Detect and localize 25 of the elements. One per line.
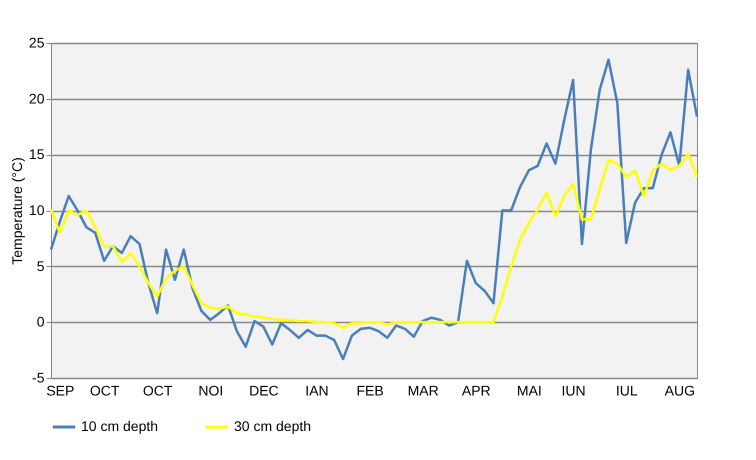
y-tick-label: 10 [28,202,45,218]
y-tick-label: 0 [36,314,45,330]
legend-label: 30 cm depth [234,418,312,434]
y-axis-title: Temperature (°C) [8,157,25,265]
y-tick-label: 15 [28,146,45,162]
legend-label: 10 cm depth [81,418,158,434]
y-tick-label: 20 [28,90,45,106]
x-tick-label: MAI [516,382,542,398]
y-tick-label: 25 [28,34,45,50]
x-tick-label: NOI [198,382,224,398]
x-tick-label: IUN [562,382,586,398]
x-tick-label: FEB [356,382,384,398]
x-tick-label: AUG [664,382,695,398]
x-tick-label: DEC [249,382,279,398]
x-tick-label: SEP [46,382,74,398]
x-tick-label: OCT [142,382,173,398]
line-series [50,152,698,329]
y-tick-label: -5 [32,370,45,386]
x-tick-label: OCT [90,382,120,398]
x-tick-label: IUL [616,382,638,398]
x-tick-label: APR [462,382,491,398]
line-series [50,58,698,360]
x-tick-label: IAN [305,382,329,398]
x-tick-label: MAR [408,382,439,398]
y-tick-label: 5 [36,258,45,274]
